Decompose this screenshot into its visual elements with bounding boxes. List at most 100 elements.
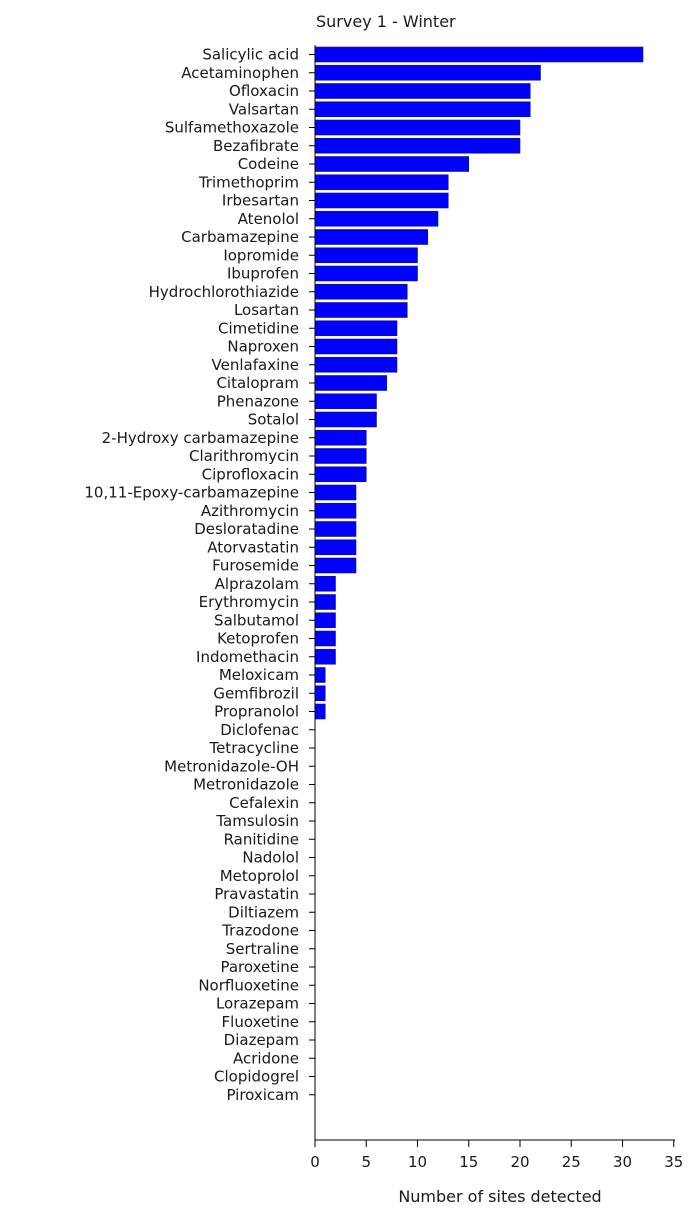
bars-group	[314, 46, 644, 720]
bar	[314, 667, 326, 683]
bar	[314, 119, 521, 136]
category-label: Ofloxacin	[229, 82, 299, 100]
category-label: Nadolol	[242, 849, 299, 867]
category-label: Metronidazole	[193, 776, 299, 794]
category-label: Tamsulosin	[215, 812, 299, 830]
category-label: Furosemide	[212, 557, 299, 575]
bar	[314, 411, 377, 428]
category-label: Desloratadine	[194, 520, 299, 538]
bar	[314, 192, 449, 209]
bar	[314, 502, 357, 519]
bar	[314, 448, 367, 464]
bar	[314, 265, 418, 282]
bar	[314, 283, 408, 300]
category-label: Sulfamethoxazole	[165, 119, 299, 137]
x-tick-label: 35	[664, 1153, 683, 1171]
category-label: Sotalol	[248, 411, 299, 429]
category-label: Venlafaxine	[212, 356, 299, 374]
bar	[314, 685, 326, 702]
category-label: Fluoxetine	[222, 1013, 299, 1031]
bar	[314, 320, 398, 337]
category-label: 10,11-Epoxy-carbamazepine	[84, 484, 299, 502]
category-label: Iopromide	[223, 246, 299, 264]
bar	[314, 648, 336, 665]
category-label: Atorvastatin	[207, 538, 299, 556]
category-label: Acridone	[233, 1049, 299, 1067]
x-tick-label: 10	[408, 1153, 427, 1171]
category-label: Cefalexin	[229, 794, 299, 812]
bar	[314, 156, 470, 172]
bar	[314, 356, 398, 373]
category-label: Ketoprofen	[217, 630, 299, 648]
category-label: Clopidogrel	[214, 1068, 299, 1086]
category-label: Codeine	[238, 155, 299, 173]
category-label: Gemfibrozil	[213, 684, 299, 702]
x-tick-label: 0	[310, 1153, 320, 1171]
category-label: Carbamazepine	[181, 228, 299, 246]
category-label: Sertraline	[226, 940, 299, 958]
category-label: Diltiazem	[228, 903, 299, 921]
category-label: Atenolol	[238, 210, 299, 228]
bar	[314, 703, 326, 720]
x-axis-label: Number of sites detected	[398, 1187, 601, 1206]
x-ticks-group: 0 5 10 15 20 25 30 35	[310, 1140, 683, 1171]
category-label: Alprazolam	[215, 575, 299, 593]
category-label: Irbesartan	[222, 192, 299, 210]
bar	[314, 557, 357, 574]
category-label: Metoprolol	[220, 867, 299, 885]
category-label: Salicylic acid	[202, 46, 299, 64]
category-label: Meloxicam	[219, 666, 299, 684]
category-label: Trimethoprim	[198, 173, 299, 191]
category-labels-group: Salicylic acidAcetaminophenOfloxacinVals…	[84, 46, 315, 1104]
bar	[314, 612, 336, 629]
category-label: Indomethacin	[196, 648, 299, 666]
category-label: Pravastatin	[214, 885, 299, 903]
x-tick-label: 20	[510, 1153, 529, 1171]
bar	[314, 484, 357, 501]
category-label: Erythromycin	[199, 593, 299, 611]
category-label: Norfluoxetine	[198, 976, 299, 994]
category-label: 2-Hydroxy carbamazepine	[102, 429, 299, 447]
category-label: Paroxetine	[220, 958, 299, 976]
bar	[314, 338, 398, 355]
category-label: Metronidazole-OH	[164, 757, 299, 775]
category-label: Naproxen	[227, 338, 299, 356]
chart-title: Survey 1 - Winter	[316, 12, 456, 31]
category-label: Diazepam	[224, 1031, 299, 1049]
category-label: Hydrochlorothiazide	[149, 283, 299, 301]
category-label: Piroxicam	[226, 1086, 299, 1104]
bar	[314, 247, 418, 264]
x-tick-label: 25	[562, 1153, 581, 1171]
category-label: Cimetidine	[218, 319, 299, 337]
bar	[314, 174, 449, 191]
bar	[314, 393, 377, 410]
category-label: Tetracycline	[208, 739, 299, 757]
bar	[314, 466, 367, 483]
category-label: Ranitidine	[224, 830, 299, 848]
category-label: Diclofenac	[220, 721, 299, 739]
category-label: Ciprofloxacin	[202, 465, 299, 483]
bar	[314, 594, 336, 610]
category-label: Clarithromycin	[189, 447, 299, 465]
bar	[314, 210, 439, 227]
bar	[314, 229, 429, 245]
bar	[314, 630, 336, 647]
bar	[314, 575, 336, 592]
x-tick-label: 5	[361, 1153, 371, 1171]
bar	[314, 302, 408, 318]
bar	[314, 429, 367, 446]
x-tick-label: 30	[613, 1153, 632, 1171]
x-tick-label: 15	[459, 1153, 478, 1171]
bar	[314, 83, 531, 99]
category-label: Propranolol	[214, 703, 299, 721]
category-label: Azithromycin	[201, 502, 299, 520]
bar	[314, 375, 388, 391]
category-label: Ibuprofen	[227, 265, 299, 283]
category-label: Valsartan	[229, 100, 299, 118]
bar	[314, 539, 357, 556]
category-label: Phenazone	[217, 392, 299, 410]
category-label: Bezafibrate	[213, 137, 299, 155]
category-label: Losartan	[234, 301, 299, 319]
